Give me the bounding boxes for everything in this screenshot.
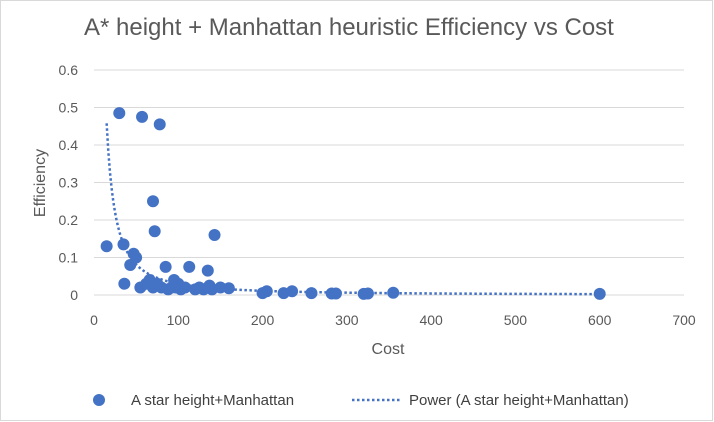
- data-point: [183, 260, 196, 273]
- data-points: [100, 107, 606, 300]
- data-point: [179, 281, 192, 294]
- trendline-layer: [105, 123, 600, 296]
- x-tick-label: 700: [672, 312, 696, 328]
- x-tick-label: 400: [419, 312, 443, 328]
- data-point: [286, 285, 299, 298]
- y-tick-label: 0.5: [59, 100, 79, 116]
- legend-label-scatter: A star height+Manhattan: [131, 392, 294, 409]
- y-tick-label: 0.2: [59, 212, 79, 228]
- power-trendline: [105, 123, 600, 296]
- x-tick-label: 200: [251, 312, 275, 328]
- data-point: [118, 277, 131, 290]
- data-point: [130, 251, 143, 264]
- y-tick-label: 0: [70, 287, 78, 303]
- legend-marker-scatter: [93, 394, 105, 406]
- data-point: [100, 240, 113, 253]
- data-point: [113, 107, 126, 120]
- data-point: [222, 282, 235, 295]
- x-tick-label: 300: [335, 312, 359, 328]
- chart-title: A* height + Manhattan heuristic Efficien…: [84, 14, 614, 41]
- data-point: [260, 285, 273, 298]
- x-tick-label: 500: [504, 312, 528, 328]
- data-point: [361, 287, 374, 300]
- data-point: [153, 118, 166, 131]
- legend-label-trendline: Power (A star height+Manhattan): [409, 392, 629, 409]
- x-tick-label: 0: [90, 312, 98, 328]
- y-axis-title: Efficiency: [32, 149, 49, 217]
- x-tick-label: 100: [167, 312, 191, 328]
- data-point: [387, 286, 400, 299]
- y-tick-label: 0.1: [59, 250, 79, 266]
- data-point: [305, 287, 318, 300]
- legend: A star height+Manhattan Power (A star he…: [93, 392, 629, 409]
- data-point: [208, 229, 221, 241]
- y-tick-label: 0.3: [59, 175, 79, 191]
- data-point: [148, 225, 161, 238]
- data-point: [329, 287, 342, 300]
- data-point: [201, 264, 214, 277]
- data-point: [147, 195, 159, 208]
- y-tick-label: 0.6: [59, 62, 79, 78]
- x-tick-label: 600: [588, 312, 612, 328]
- x-axis-ticks: 0 100 200 300 400 500 600 700: [90, 312, 696, 328]
- y-axis-ticks: 0 0.1 0.2 0.3 0.4 0.5 0.6: [59, 62, 79, 303]
- data-point: [159, 260, 172, 273]
- data-point: [136, 110, 149, 123]
- gridlines: [94, 69, 684, 296]
- data-point: [117, 238, 130, 251]
- data-point: [593, 287, 606, 300]
- y-tick-label: 0.4: [59, 137, 79, 153]
- x-axis-title: Cost: [372, 341, 405, 358]
